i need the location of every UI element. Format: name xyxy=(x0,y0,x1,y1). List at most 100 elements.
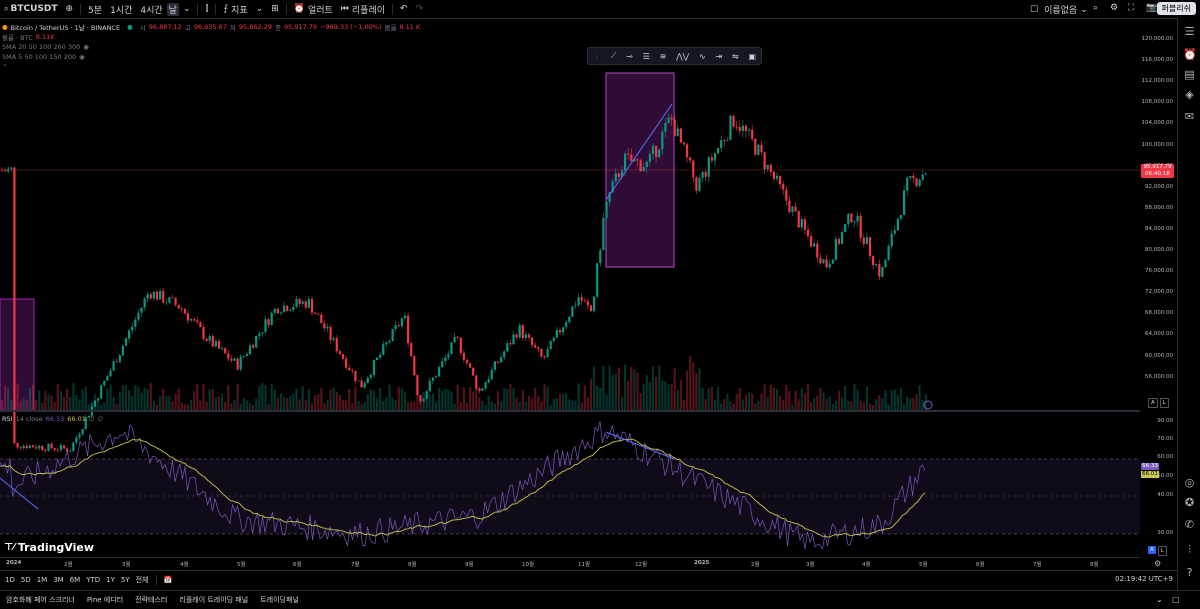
range-1y[interactable]: 1Y xyxy=(106,576,115,584)
range-5d[interactable]: 5D xyxy=(20,576,31,584)
rsi-ma-line xyxy=(0,438,926,538)
layout-button[interactable]: ⊞ xyxy=(267,4,283,14)
fullscreen-button[interactable]: ⛶ xyxy=(1124,3,1138,13)
tab-strategy-tester[interactable]: 전략테스터 xyxy=(135,596,168,604)
layers-icon[interactable]: ◈ xyxy=(1185,88,1194,101)
sma-indicator-1[interactable]: SMA 20 50 100 200 300 xyxy=(2,43,81,51)
volume-bar xyxy=(562,394,565,411)
tab-replay-trading[interactable]: 리플레이 트레이딩 패널 xyxy=(179,596,249,604)
volume-indicator-label[interactable]: 볼륨 · BTC xyxy=(2,34,33,42)
candle-body xyxy=(224,348,227,354)
candle-body xyxy=(447,354,450,358)
watchlist-icon[interactable]: ☰ xyxy=(1184,25,1195,38)
candle-body xyxy=(397,325,400,326)
measure-icon[interactable]: ⇥ xyxy=(715,51,723,61)
candle-body xyxy=(562,327,565,333)
clock[interactable]: 02:19:42 UTC+9 xyxy=(1115,575,1173,583)
chart-type-button[interactable]: ⫿ xyxy=(201,4,212,14)
candle-body xyxy=(754,138,757,155)
ideas-icon[interactable]: ✪ xyxy=(1184,496,1195,509)
rsi-label[interactable]: RSI xyxy=(2,415,13,423)
log-scale-button[interactable]: L xyxy=(1159,398,1169,408)
wave-icon[interactable]: ∿ xyxy=(698,51,706,61)
target-icon[interactable]: ◎ xyxy=(1184,476,1195,489)
alert-button[interactable]: ⏰ 얼러트 xyxy=(290,3,337,16)
auto-scale-button[interactable]: A xyxy=(1148,398,1158,408)
volume-bar xyxy=(676,390,679,411)
rectangle-icon[interactable]: ▣ xyxy=(748,51,757,61)
range-6m[interactable]: 6M xyxy=(69,576,81,584)
fib-icon[interactable]: ☰ xyxy=(642,51,650,61)
eye-icon[interactable]: ◉ xyxy=(79,53,85,61)
indicators-button[interactable]: ⨍ 지표 xyxy=(219,3,251,16)
interval-dropdown[interactable]: ⌄ xyxy=(179,4,195,14)
volume-bar xyxy=(642,384,645,411)
interval-1d-active[interactable]: 날 xyxy=(166,2,179,16)
horizontal-line-icon[interactable]: ⊸ xyxy=(626,51,633,61)
channel-icon[interactable]: ≋ xyxy=(659,51,667,61)
volume-bar xyxy=(31,384,35,411)
replay-button[interactable]: ⏮ 리플레이 xyxy=(337,3,389,16)
help-icon[interactable]: ? xyxy=(1186,566,1193,579)
redo-button[interactable]: ↷ xyxy=(412,4,428,14)
candle-body xyxy=(317,313,320,315)
candle-body xyxy=(22,445,25,449)
notifications-icon[interactable]: ✉ xyxy=(1184,110,1195,123)
trend-line-icon[interactable]: ⟋ xyxy=(610,51,617,60)
range-ytd[interactable]: YTD xyxy=(86,576,101,584)
candle-body xyxy=(233,358,236,361)
range-1d[interactable]: 1D xyxy=(5,576,15,584)
settings-button[interactable]: ⚙ xyxy=(1106,3,1122,13)
date-range-button[interactable]: 📅 xyxy=(161,576,176,584)
rsi-axis[interactable]: 90.00 70.00 60.00 50.00 40.00 30.00 xyxy=(1140,413,1177,543)
volume-bar xyxy=(100,404,103,411)
candle-body xyxy=(506,343,509,352)
undo-button[interactable]: ↶ xyxy=(396,4,412,14)
maximize-panel-button[interactable]: ▢ xyxy=(1172,595,1180,604)
range-5y[interactable]: 5Y xyxy=(120,576,130,584)
price-axis[interactable]: 120,000.00 116,000.00 112,000.00 108,000.00… xyxy=(1140,18,1177,411)
compare-button[interactable]: ⊕ xyxy=(62,4,78,14)
stream-icon[interactable]: ⫶ xyxy=(1188,543,1191,556)
tradingview-logo[interactable]: ⊤⁄ TradingView xyxy=(4,541,94,554)
eye-icon[interactable]: ◉ xyxy=(83,43,89,51)
interval-4h[interactable]: 4시간 xyxy=(140,5,163,16)
alerts-icon[interactable]: ⏰ xyxy=(1183,48,1197,61)
candle-body xyxy=(351,370,354,371)
pattern-icon[interactable]: ⋀⋁ xyxy=(676,51,690,61)
range-3m[interactable]: 3M xyxy=(53,576,64,584)
volume-bar xyxy=(506,388,509,411)
interval-1h[interactable]: 1시간 xyxy=(110,5,133,16)
range-all[interactable]: 전체 xyxy=(135,576,149,584)
data-window-icon[interactable]: ▤ xyxy=(1184,68,1195,81)
indicator-templates-button[interactable]: ⌄ xyxy=(252,4,268,14)
tab-crypto-screener[interactable]: 암호화폐 페어 스크리너 xyxy=(6,596,75,604)
candle-body xyxy=(648,154,651,162)
chart-canvas[interactable] xyxy=(0,18,1140,557)
quick-search-button[interactable]: ⌕ xyxy=(1089,3,1102,13)
interval-5m[interactable]: 5분 xyxy=(88,5,103,16)
snapshot-button[interactable]: 📷 xyxy=(1142,3,1161,13)
chat-icon[interactable]: ✆ xyxy=(1184,518,1195,531)
time-axis[interactable]: 2024 2월 3월 4월 5월 6월 7월 8월 9월 10월 11월 12월 2025 2월 3월 4월 5… xyxy=(0,557,1140,570)
sma-indicator-2[interactable]: SMA 5 50 100 150 200 xyxy=(2,53,77,61)
volume-bar xyxy=(602,366,605,411)
price-axis-label: 88,000.00 xyxy=(1145,204,1173,211)
long-position-icon[interactable]: ⇋ xyxy=(731,51,739,61)
publish-button[interactable]: 퍼블리쉬 xyxy=(1156,2,1196,15)
candle-body xyxy=(531,337,534,345)
volume-bar xyxy=(171,401,174,411)
rsi-auto-scale-button[interactable]: A xyxy=(1148,546,1156,554)
event-marker[interactable] xyxy=(923,400,933,410)
symbol-search-button[interactable]: ⌕ BTCUSDT xyxy=(0,4,62,14)
volume-bar xyxy=(7,387,10,411)
collapse-panel-button[interactable]: ⌄ xyxy=(1156,595,1163,604)
axis-settings-button[interactable]: ⚙ xyxy=(1154,559,1161,568)
tab-pine-editor[interactable]: Pine 에디터 xyxy=(86,596,124,604)
rsi-log-scale-button[interactable]: L xyxy=(1157,546,1167,556)
drag-handle-icon[interactable]: ⋮ xyxy=(592,51,601,61)
layout-name-button[interactable]: ☐ 이름없음 ⌄ xyxy=(1026,3,1092,17)
range-1m[interactable]: 1M xyxy=(36,576,48,584)
collapse-legend-icon[interactable]: ⌃ xyxy=(2,63,8,71)
tab-trading-panel[interactable]: 트레이딩패널 xyxy=(260,596,299,604)
